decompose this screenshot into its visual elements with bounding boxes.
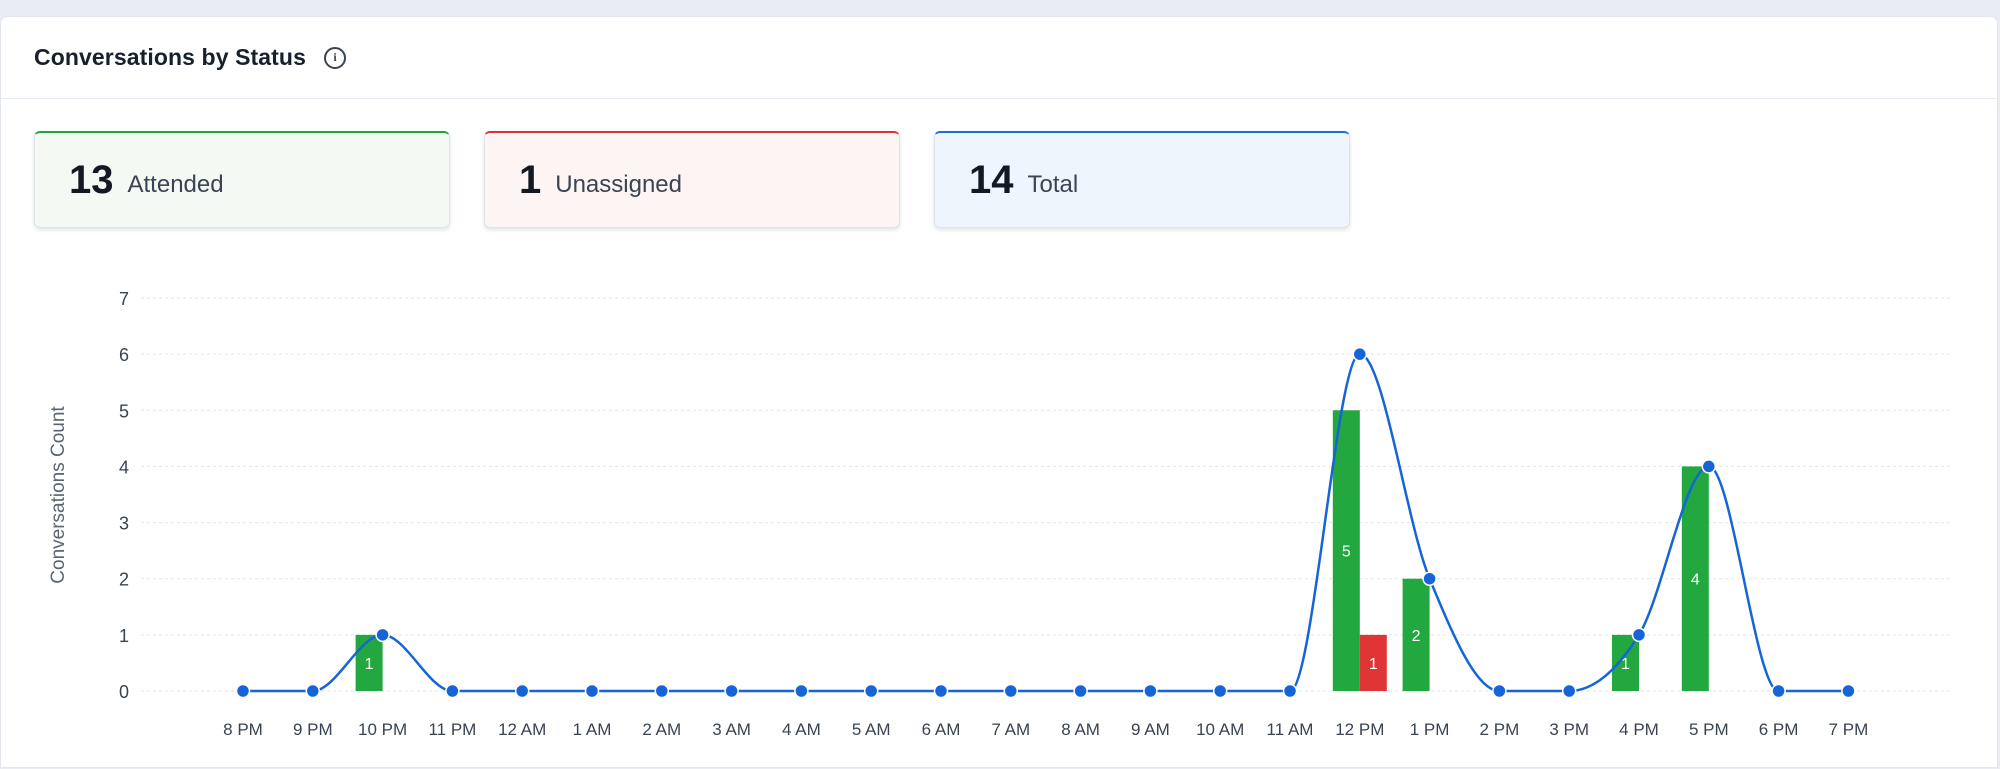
conversations-status-card: Conversations by Status i 13 Attended 1 … <box>0 16 1998 768</box>
total-point <box>1631 627 1647 643</box>
x-tick-label: 2 AM <box>642 720 681 739</box>
info-icon[interactable]: i <box>323 46 346 69</box>
y-tick-label: 2 <box>119 570 129 590</box>
stat-card-unassigned[interactable]: 1 Unassigned <box>484 131 900 228</box>
x-tick-label: 1 PM <box>1410 720 1450 739</box>
x-tick-label: 11 PM <box>428 720 476 739</box>
total-point <box>1492 683 1507 699</box>
x-tick-label: 7 PM <box>1829 720 1869 739</box>
y-axis-label: Conversations Count <box>48 406 69 584</box>
stat-label-unassigned: Unassigned <box>555 171 682 198</box>
total-point <box>724 683 739 699</box>
total-point <box>1352 346 1368 362</box>
total-point <box>375 627 390 643</box>
bar-attended <box>355 634 383 691</box>
stat-label-total: Total <box>1027 171 1079 198</box>
y-tick-label: 5 <box>119 401 129 421</box>
total-point <box>1422 571 1437 586</box>
y-tick-label: 4 <box>119 457 129 477</box>
card-header: Conversations by Status i <box>1 17 1997 99</box>
stat-label-attended: Attended <box>127 171 224 198</box>
total-point <box>1841 683 1856 699</box>
x-tick-label: 12 AM <box>498 720 546 739</box>
stat-cards: 13 Attended 1 Unassigned 14 Total <box>34 131 1350 228</box>
total-point <box>1282 683 1298 699</box>
total-point <box>1003 683 1019 699</box>
total-point <box>1073 683 1088 699</box>
bar-value-label: 1 <box>1369 656 1378 673</box>
total-point <box>863 683 879 699</box>
x-tick-label: 6 PM <box>1759 720 1799 739</box>
total-point <box>1561 683 1577 699</box>
total-point <box>445 683 460 699</box>
stat-card-total[interactable]: 14 Total <box>934 131 1350 228</box>
total-point <box>1212 683 1228 699</box>
status-chart: 0 1 2 3 4 5 6 7 Conversations Count 8 PM 9 PM 10 PM… <box>48 289 1951 739</box>
bar-value-label: 1 <box>1621 656 1630 673</box>
x-tick-label: 10 AM <box>1196 720 1244 739</box>
stat-card-attended[interactable]: 13 Attended <box>34 131 450 228</box>
x-tick-label: 3 AM <box>712 720 751 739</box>
total-point <box>654 683 670 699</box>
total-point <box>1143 683 1158 699</box>
total-point <box>794 683 809 699</box>
x-tick-label: 12 PM <box>1335 720 1384 739</box>
x-tick-label: 11 AM <box>1267 720 1314 739</box>
total-point <box>933 683 949 699</box>
bar-value-label: 4 <box>1691 572 1700 589</box>
x-tick-label: 8 AM <box>1061 720 1100 739</box>
x-tick-label: 6 AM <box>922 720 961 739</box>
x-tick-label: 3 PM <box>1549 720 1589 739</box>
bar-attended <box>1681 466 1709 691</box>
y-tick-label: 6 <box>119 345 129 365</box>
total-point <box>1771 683 1786 699</box>
x-tick-label: 9 AM <box>1131 720 1170 739</box>
bar-value-label: 1 <box>365 656 374 673</box>
x-tick-label: 2 PM <box>1480 720 1520 739</box>
bar-attended <box>1612 634 1639 691</box>
x-tick-label: 1 AM <box>573 720 612 739</box>
total-point <box>305 683 321 699</box>
y-tick-label: 3 <box>119 514 129 534</box>
bar-value-label: 5 <box>1342 544 1351 561</box>
bar-attended <box>1332 410 1360 691</box>
x-tick-label: 9 PM <box>293 720 333 739</box>
y-tick-label: 7 <box>119 289 129 309</box>
stat-value-attended: 13 <box>69 157 114 202</box>
x-tick-label: 8 PM <box>223 720 263 739</box>
x-tick-label: 5 PM <box>1689 720 1729 739</box>
x-tick-label: 5 AM <box>852 720 891 739</box>
x-tick-label: 4 AM <box>782 720 821 739</box>
page-title: Conversations by Status <box>34 44 306 70</box>
stat-value-unassigned: 1 <box>519 157 542 202</box>
bar-value-label: 2 <box>1412 628 1421 645</box>
x-tick-label: 7 AM <box>991 720 1030 739</box>
x-tick-label: 10 PM <box>358 720 407 739</box>
total-point <box>514 683 530 699</box>
y-tick-label: 1 <box>119 626 129 646</box>
total-point <box>584 683 600 699</box>
total-point <box>235 683 251 699</box>
y-tick-label: 0 <box>119 682 129 702</box>
total-point <box>1701 459 1717 474</box>
bar-attended <box>1402 578 1430 691</box>
x-tick-label: 4 PM <box>1619 720 1659 739</box>
stat-value-total: 14 <box>969 157 1014 202</box>
bar-unassigned <box>1359 634 1387 691</box>
